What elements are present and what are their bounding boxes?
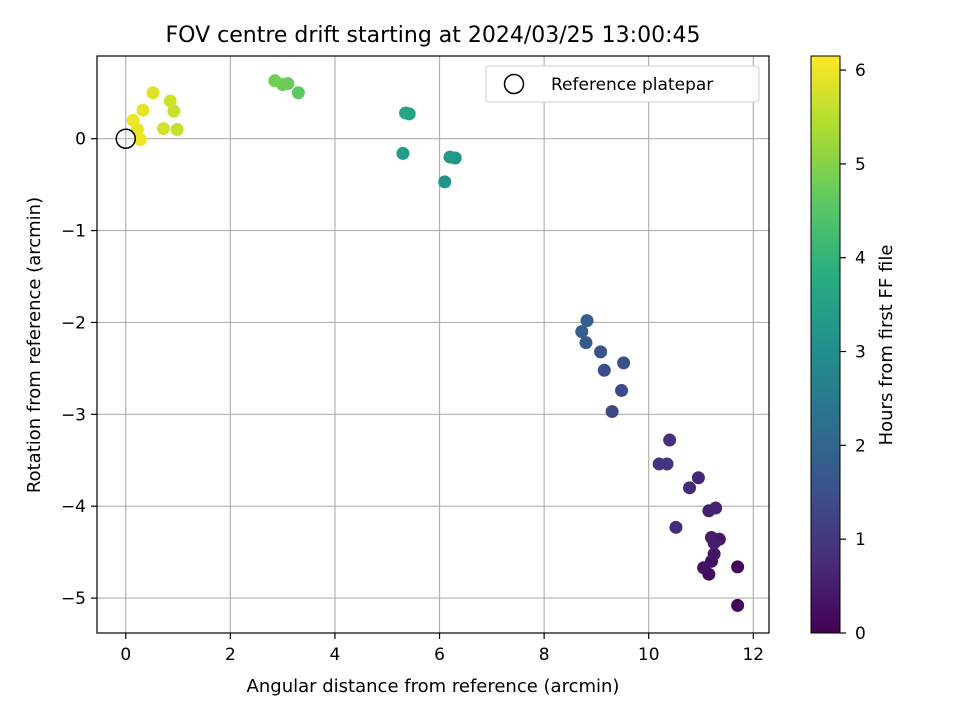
y-tick-label: −4 xyxy=(61,497,86,517)
y-axis-label: Rotation from reference (arcmin) xyxy=(24,197,45,493)
data-point xyxy=(443,150,457,164)
data-point xyxy=(268,74,282,88)
legend-box xyxy=(485,65,760,103)
colorbar-tick-label: 5 xyxy=(855,155,866,175)
data-point xyxy=(615,383,629,397)
chart-title: FOV centre drift starting at 2024/03/25 … xyxy=(166,23,701,48)
colorbar-tick-label: 2 xyxy=(855,436,866,456)
colorbar-tick-label: 4 xyxy=(855,249,866,269)
x-tick-label: 12 xyxy=(742,645,764,665)
data-point xyxy=(580,314,594,328)
colorbar-tick-label: 3 xyxy=(855,343,866,363)
x-tick-label: 0 xyxy=(120,645,131,665)
grid-lines xyxy=(97,56,769,633)
colorbar-tick-label: 1 xyxy=(855,530,866,550)
y-tick-label: −1 xyxy=(61,222,86,242)
data-point xyxy=(597,363,611,377)
data-point xyxy=(438,175,452,189)
scatter-points xyxy=(126,74,745,612)
x-tick-label: 10 xyxy=(638,645,660,665)
data-point xyxy=(579,336,593,350)
x-tick-label: 2 xyxy=(225,645,236,665)
data-point xyxy=(396,146,410,160)
legend-reference-marker xyxy=(503,73,525,95)
data-point xyxy=(170,123,184,137)
colorbar-ticks: 0 1 2 3 4 5 6 xyxy=(840,61,866,644)
colorbar-gradient xyxy=(811,56,840,633)
data-point xyxy=(167,104,181,118)
colorbar-tick-label: 0 xyxy=(855,624,866,644)
data-point xyxy=(605,405,619,419)
data-point xyxy=(136,103,150,117)
data-point xyxy=(594,345,608,359)
y-tick-label: 0 xyxy=(75,130,86,150)
data-point xyxy=(669,520,683,534)
data-point xyxy=(731,560,745,574)
legend-label-reference-platepar: Reference platepar xyxy=(551,75,713,95)
colorbar-label: Hours from first FF file xyxy=(876,245,897,446)
plot-frame xyxy=(96,55,770,634)
y-tick-label: −2 xyxy=(61,313,86,333)
data-point xyxy=(163,94,177,108)
data-point xyxy=(133,133,147,147)
x-tick-label: 4 xyxy=(330,645,341,665)
data-point xyxy=(126,113,140,127)
data-point xyxy=(399,106,413,120)
data-point xyxy=(617,356,631,370)
data-point xyxy=(663,433,677,447)
data-point xyxy=(146,86,160,100)
data-point xyxy=(707,536,721,550)
data-point xyxy=(731,598,745,612)
data-point xyxy=(709,501,723,515)
x-axis-ticks: 0 2 4 6 8 10 12 xyxy=(120,633,764,665)
data-point xyxy=(683,481,697,495)
data-point xyxy=(575,325,589,339)
x-axis-label: Angular distance from reference (arcmin) xyxy=(247,676,620,697)
legend: Reference platepar xyxy=(485,65,760,103)
y-tick-label: −3 xyxy=(61,405,86,425)
data-point xyxy=(697,561,711,575)
colorbar: 0 1 2 3 4 5 6 Hours from first FF file xyxy=(810,55,897,644)
data-point xyxy=(691,471,705,485)
colorbar-frame xyxy=(810,55,841,634)
reference-platepar-marker xyxy=(115,128,137,149)
y-axis-ticks: 0 −1 −2 −3 −4 −5 xyxy=(61,130,97,609)
data-point xyxy=(660,457,674,471)
x-tick-label: 8 xyxy=(539,645,550,665)
y-tick-label: −5 xyxy=(61,589,86,609)
colorbar-tick-label: 6 xyxy=(855,61,866,81)
x-tick-label: 6 xyxy=(434,645,445,665)
data-point xyxy=(156,122,170,136)
data-point xyxy=(291,86,305,100)
data-point xyxy=(707,547,721,561)
